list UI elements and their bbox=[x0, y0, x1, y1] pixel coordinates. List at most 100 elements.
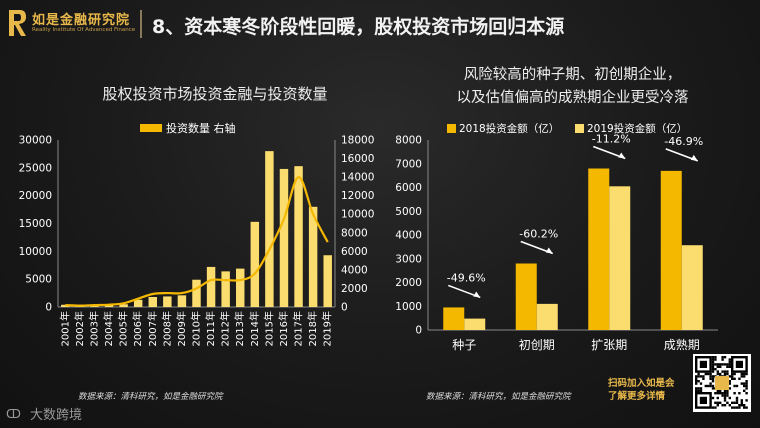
qr-module bbox=[695, 375, 698, 378]
left-y-tick-label: 5000 bbox=[25, 274, 52, 286]
qr-module bbox=[709, 372, 712, 376]
investment-amount-bar bbox=[133, 299, 143, 307]
qr-module bbox=[740, 375, 743, 378]
qr-module bbox=[695, 382, 698, 385]
qr-module bbox=[711, 380, 715, 383]
investment-amount-bar bbox=[236, 268, 245, 307]
qr-module bbox=[721, 392, 724, 395]
change-annotation: -49.6% bbox=[447, 271, 486, 284]
bar-2019 bbox=[609, 186, 631, 330]
qr-module bbox=[716, 389, 719, 392]
qr-module bbox=[738, 404, 741, 407]
investment-amount-bar bbox=[323, 255, 332, 307]
bar-2019 bbox=[536, 303, 558, 330]
qr-module bbox=[711, 396, 715, 400]
right-y-tick-label: 14000 bbox=[341, 172, 374, 184]
qr-module bbox=[728, 358, 731, 361]
qr-module bbox=[731, 406, 734, 409]
qr-module bbox=[719, 372, 722, 376]
qr-center-logo bbox=[715, 376, 729, 390]
investment-amount-bar bbox=[250, 221, 260, 307]
bar-2018 bbox=[588, 168, 610, 330]
left-y-tick-label: 10000 bbox=[19, 246, 52, 258]
qr-caption-line2: 了解更多详情 bbox=[608, 391, 666, 402]
qr-module bbox=[728, 365, 731, 368]
qr-module bbox=[740, 372, 743, 376]
investment-amount-bar bbox=[119, 304, 128, 307]
y-tick-label: 7000 bbox=[395, 158, 422, 170]
qr-module bbox=[745, 406, 748, 409]
right-y-tick-label: 0 bbox=[341, 302, 348, 314]
y-tick-label: 8000 bbox=[395, 135, 422, 147]
legend-swatch bbox=[140, 124, 162, 132]
investment-amount-bar bbox=[265, 151, 274, 307]
right-y-tick-label: 2000 bbox=[341, 283, 368, 295]
qr-module bbox=[716, 372, 719, 376]
qr-module bbox=[731, 401, 734, 404]
qr-module bbox=[695, 387, 698, 390]
qr-module bbox=[719, 401, 722, 404]
qr-code-icon[interactable] bbox=[693, 354, 751, 412]
qr-module bbox=[745, 399, 748, 402]
legend-swatch bbox=[447, 124, 456, 133]
qr-module bbox=[723, 356, 727, 359]
left-y-tick-label: 20000 bbox=[19, 190, 52, 202]
legend-label: 2019投资金额（亿） bbox=[587, 122, 687, 135]
qr-module bbox=[716, 370, 719, 373]
qr-module bbox=[743, 404, 746, 407]
x-tick-label: 2002年 bbox=[73, 311, 86, 346]
qr-module bbox=[733, 377, 736, 380]
qr-module bbox=[699, 387, 703, 390]
investment-amount-bar bbox=[148, 296, 157, 307]
x-tick-label: 2007年 bbox=[146, 311, 159, 346]
qr-module bbox=[733, 401, 736, 404]
qr-module bbox=[711, 360, 715, 364]
logo-chinese-name: 如是金融研究院 bbox=[32, 13, 131, 28]
qr-module bbox=[728, 380, 731, 383]
qr-module bbox=[728, 360, 731, 364]
qr-module bbox=[714, 363, 717, 366]
qr-module bbox=[740, 399, 743, 402]
right-chart-title-line1: 风险较高的种子期、初创期企业， bbox=[463, 67, 682, 83]
investment-amount-bar bbox=[104, 304, 114, 307]
qr-module bbox=[719, 392, 722, 395]
x-tick-label: 2011年 bbox=[204, 311, 217, 346]
qr-module bbox=[711, 358, 715, 361]
y-tick-label: 6000 bbox=[395, 182, 422, 194]
qr-module bbox=[711, 365, 715, 368]
qr-module bbox=[743, 384, 746, 388]
qr-module bbox=[716, 392, 719, 395]
qr-finder-core bbox=[735, 360, 743, 368]
qr-module bbox=[704, 372, 707, 376]
qr-module bbox=[711, 375, 715, 378]
bar-2019 bbox=[681, 245, 703, 330]
qr-module bbox=[723, 392, 727, 395]
change-annotation: -11.2% bbox=[592, 133, 631, 146]
right-y-tick-label: 6000 bbox=[341, 246, 368, 258]
x-tick-label: 扩张期 bbox=[591, 338, 627, 352]
investment-amount-bar bbox=[294, 166, 303, 307]
x-tick-label: 2015年 bbox=[262, 311, 275, 346]
x-tick-label: 2018年 bbox=[306, 311, 319, 346]
x-tick-label: 2014年 bbox=[248, 311, 261, 346]
qr-module bbox=[699, 375, 703, 378]
x-tick-label: 2004年 bbox=[102, 311, 115, 346]
qr-module bbox=[697, 387, 700, 390]
qr-module bbox=[721, 370, 724, 373]
qr-module bbox=[714, 368, 717, 371]
qr-module bbox=[721, 356, 724, 359]
qr-module bbox=[735, 401, 739, 404]
qr-module bbox=[723, 370, 727, 373]
right-y-tick-label: 12000 bbox=[341, 190, 374, 202]
investment-amount-bar bbox=[177, 295, 187, 307]
qr-module bbox=[728, 363, 731, 366]
qr-module bbox=[723, 404, 727, 407]
qr-module bbox=[711, 384, 715, 388]
y-tick-label: 5000 bbox=[395, 206, 422, 218]
change-annotation: -60.2% bbox=[519, 228, 558, 241]
right-source-note: 数据来源：清科研究，如是金融研究院 bbox=[426, 392, 571, 402]
right-y-tick-label: 16000 bbox=[341, 153, 374, 165]
qr-module bbox=[716, 363, 719, 366]
qr-module bbox=[733, 392, 736, 395]
